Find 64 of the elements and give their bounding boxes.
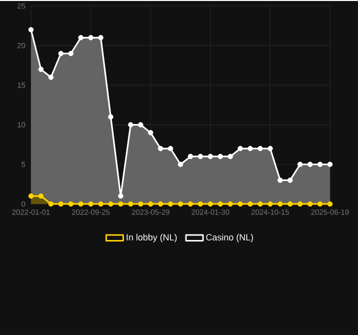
- point: [168, 146, 174, 152]
- point: [108, 201, 114, 207]
- point: [188, 201, 194, 207]
- point: [38, 66, 44, 72]
- point: [218, 201, 224, 207]
- point: [198, 201, 204, 207]
- point: [317, 201, 323, 207]
- point: [48, 201, 54, 207]
- point: [38, 193, 44, 199]
- point: [58, 50, 64, 56]
- point: [108, 114, 114, 120]
- point: [98, 201, 104, 207]
- point: [208, 201, 214, 207]
- point: [128, 122, 134, 128]
- point: [278, 178, 283, 183]
- point: [287, 201, 293, 207]
- point: [158, 146, 164, 152]
- point: [248, 201, 253, 207]
- point: [228, 154, 233, 160]
- point: [327, 162, 333, 168]
- point: [158, 201, 164, 207]
- point: [58, 201, 64, 207]
- point: [128, 201, 134, 207]
- point: [208, 154, 214, 160]
- point: [168, 201, 174, 207]
- point: [148, 130, 154, 136]
- point: [297, 201, 303, 207]
- point: [68, 201, 74, 207]
- point: [88, 35, 94, 40]
- point: [307, 201, 313, 207]
- point: [238, 146, 243, 152]
- legend-label: In lobby (NL): [126, 234, 177, 242]
- point: [278, 201, 283, 207]
- point: [118, 193, 124, 199]
- point: [28, 193, 34, 199]
- point: [268, 146, 273, 152]
- point: [178, 162, 184, 168]
- point: [228, 201, 233, 207]
- point: [238, 201, 243, 207]
- point: [138, 201, 144, 207]
- point: [287, 178, 293, 183]
- point: [317, 162, 323, 168]
- point: [28, 27, 34, 32]
- point: [268, 201, 273, 207]
- point: [78, 35, 84, 40]
- point: [88, 201, 94, 207]
- point: [118, 201, 124, 207]
- point: [148, 201, 154, 207]
- point: [218, 154, 224, 160]
- legend-label: Casino (NL): [206, 234, 253, 242]
- point: [198, 154, 204, 160]
- point: [138, 122, 144, 128]
- point: [327, 201, 333, 207]
- point: [307, 162, 313, 168]
- point: [188, 154, 194, 160]
- point: [98, 35, 104, 40]
- point: [68, 50, 74, 56]
- point: [48, 74, 54, 80]
- point: [178, 201, 184, 207]
- point: [297, 162, 303, 168]
- point: [258, 146, 263, 152]
- point: [248, 146, 253, 152]
- point: [78, 201, 84, 207]
- point: [258, 201, 263, 207]
